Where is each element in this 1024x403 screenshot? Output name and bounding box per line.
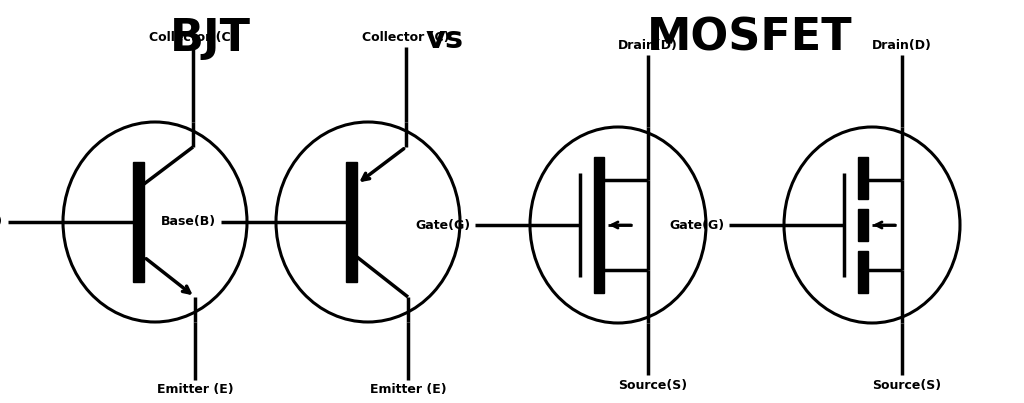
Text: MOSFET: MOSFET — [647, 17, 853, 60]
Bar — [133, 162, 144, 282]
Bar — [594, 157, 604, 293]
Text: BJT: BJT — [170, 17, 251, 60]
Text: Base(B): Base(B) — [161, 216, 216, 229]
Text: Drain(D): Drain(D) — [872, 39, 932, 52]
Text: Collector (C): Collector (C) — [150, 31, 237, 44]
Bar — [858, 157, 868, 199]
Text: Source(S): Source(S) — [872, 378, 941, 391]
Text: Base(B): Base(B) — [0, 216, 3, 229]
Text: Emitter (E): Emitter (E) — [370, 384, 446, 397]
Text: vs: vs — [426, 25, 464, 54]
Text: Gate(G): Gate(G) — [669, 218, 724, 231]
Text: Source(S): Source(S) — [618, 378, 687, 391]
Text: Emitter (E): Emitter (E) — [157, 384, 233, 397]
Bar — [346, 162, 357, 282]
Bar — [858, 209, 868, 241]
Text: Collector (C): Collector (C) — [362, 31, 450, 44]
Bar — [858, 251, 868, 293]
Text: Gate(G): Gate(G) — [415, 218, 470, 231]
Text: Drain(D): Drain(D) — [618, 39, 678, 52]
